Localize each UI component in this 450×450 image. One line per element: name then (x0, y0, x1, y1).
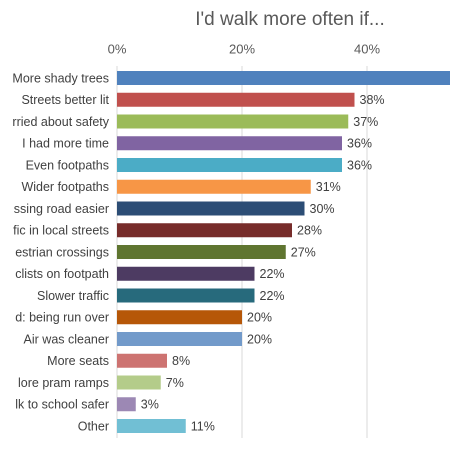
y-tick-label: I had more time (22, 137, 109, 151)
bar (117, 179, 311, 194)
y-tick-label: estrian crossings (15, 245, 109, 259)
value-label: 38% (360, 93, 385, 107)
bar (117, 310, 242, 325)
value-label: 20% (247, 332, 272, 346)
value-label: 36% (347, 137, 372, 151)
y-tick-label: Wider footpaths (21, 180, 109, 194)
value-label: 30% (310, 202, 335, 216)
y-tick-label: Streets better lit (21, 93, 109, 107)
bar (117, 136, 342, 151)
x-tick-label: 20% (229, 41, 255, 56)
value-label: 7% (166, 376, 184, 390)
bar (117, 266, 255, 281)
bar (117, 353, 167, 368)
bar (117, 158, 342, 172)
value-label: 22% (260, 289, 285, 303)
y-tick-label: More shady trees (12, 71, 109, 85)
bar (117, 375, 161, 390)
value-label: 36% (347, 158, 372, 172)
value-label: 11% (191, 419, 215, 433)
y-tick-label: Air was cleaner (24, 332, 109, 346)
y-tick-label: Other (78, 419, 109, 433)
chart-title: I'd walk more often if... (195, 9, 384, 30)
bar (117, 92, 355, 107)
y-tick-label: More seats (47, 354, 109, 368)
bar (117, 223, 292, 238)
y-tick-label: fic in local streets (13, 224, 109, 238)
bar (117, 397, 136, 412)
bar (117, 201, 305, 216)
value-label: 22% (260, 267, 285, 281)
value-label: 20% (247, 311, 272, 325)
y-tick-label: lore pram ramps (18, 376, 109, 390)
bar (117, 288, 255, 303)
bar (117, 71, 450, 85)
bar (117, 114, 349, 129)
y-tick-label: Slower traffic (37, 289, 109, 303)
value-label: 31% (316, 180, 341, 194)
y-tick-label: Even footpaths (26, 158, 109, 172)
x-tick-label: 0% (108, 41, 127, 56)
value-label: 28% (297, 224, 322, 238)
bar (117, 332, 242, 346)
y-tick-label: clists on footpath (15, 267, 109, 281)
y-tick-label: lk to school safer (15, 398, 109, 412)
value-label: 27% (291, 245, 316, 259)
bar (117, 245, 286, 259)
y-tick-label: d: being run over (15, 311, 109, 325)
value-label: 8% (172, 354, 190, 368)
y-tick-label: ssing road easier (14, 202, 109, 216)
bar (117, 419, 186, 433)
value-label: 3% (141, 398, 159, 412)
x-tick-label: 40% (354, 41, 380, 56)
value-label: 37% (353, 115, 378, 129)
y-tick-label: rried about safety (12, 115, 109, 129)
